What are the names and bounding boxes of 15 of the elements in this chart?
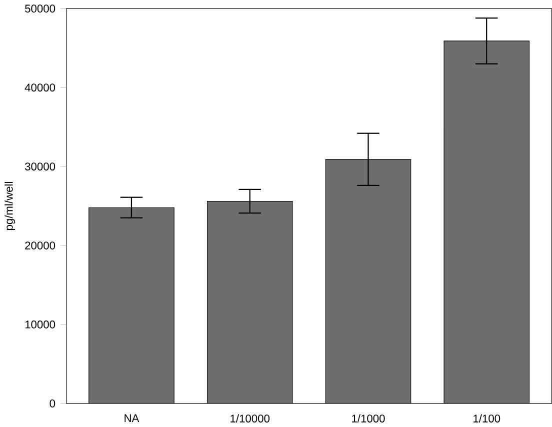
y-tick-label: 0 bbox=[50, 399, 56, 408]
bar bbox=[206, 200, 293, 404]
y-tick-label: 10000 bbox=[25, 320, 56, 328]
x-tick-label: NA bbox=[124, 414, 140, 422]
bar bbox=[88, 208, 174, 404]
x-tick-label: 1/1000 bbox=[352, 414, 385, 422]
x-tick-label: 1/100 bbox=[474, 414, 500, 422]
y-axis-title: pg/ml/well bbox=[4, 182, 16, 230]
y-tick-label: 30000 bbox=[24, 162, 56, 170]
bar bbox=[444, 40, 530, 404]
bar bbox=[325, 159, 412, 404]
x-tick-label: 1/10000 bbox=[230, 414, 270, 422]
y-tick-label: 40000 bbox=[24, 84, 56, 92]
y-tick-label: 20000 bbox=[25, 242, 56, 250]
y-tick-label: 50000 bbox=[25, 4, 56, 12]
